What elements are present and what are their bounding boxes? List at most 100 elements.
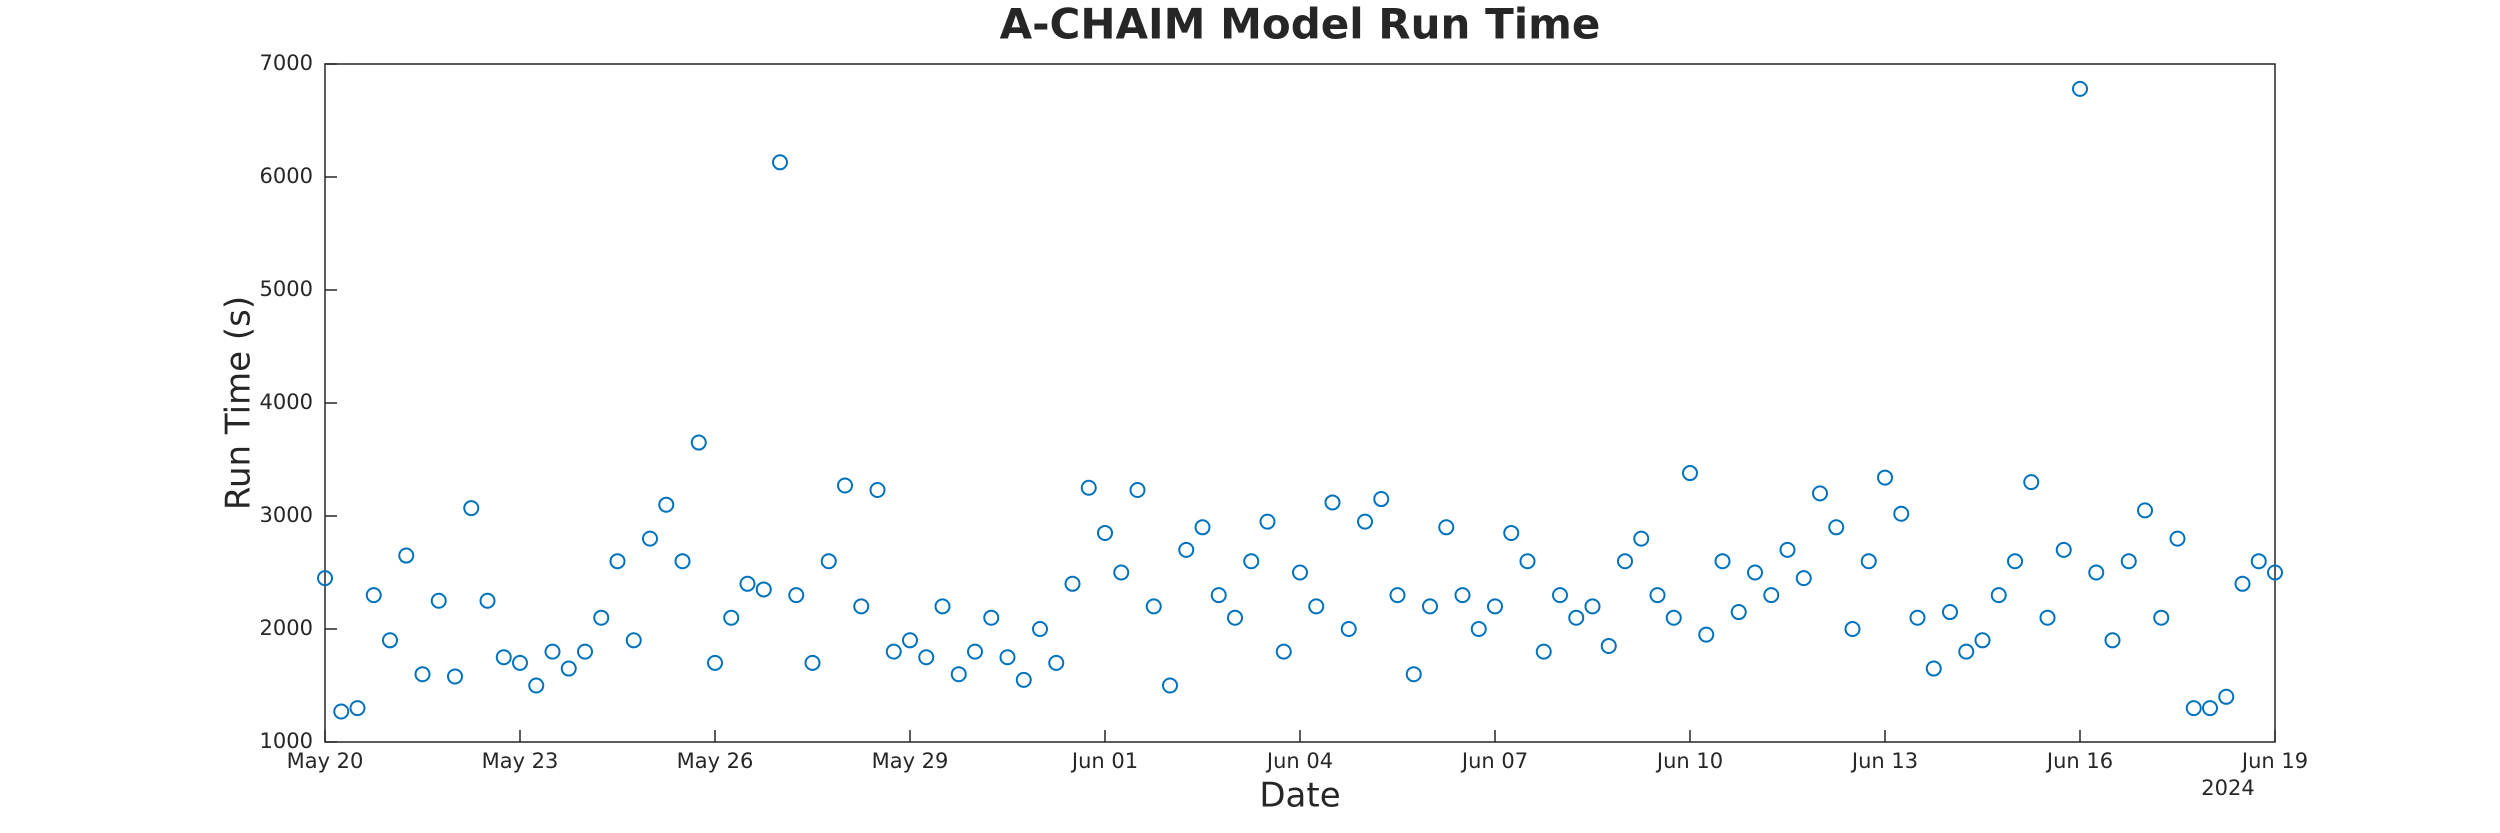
point [1600,637,1617,654]
point [1227,609,1243,626]
point [479,592,496,609]
point [398,547,415,564]
point [1438,519,1455,536]
point [1454,587,1471,604]
point [690,434,707,451]
y-axis-label: Run Time (s) [219,296,259,510]
point [1145,598,1162,615]
point [658,496,675,513]
y-tick-label: 1000 [260,729,313,753]
point [544,643,561,660]
point [463,500,480,517]
point [1340,621,1357,637]
point [1032,621,1048,637]
point [2169,530,2186,547]
point [1812,485,1828,502]
point [1747,564,1763,581]
point [1405,666,1422,683]
point [593,609,610,626]
point [560,660,577,677]
x-tick-label: Jun 04 [1265,749,1333,773]
y-tick-label: 3000 [260,503,313,527]
x-tick-label: Jun 19 [2240,749,2308,773]
point [1308,598,1325,615]
point [1048,654,1065,671]
point [918,649,935,666]
point [1243,553,1260,570]
point [2055,541,2072,558]
point [1909,609,1926,626]
point [1162,677,1178,694]
point [1487,598,1503,615]
point [1357,513,1373,530]
point [674,553,691,570]
x-tick-label: May 23 [482,749,559,773]
point [609,553,626,570]
point [1942,604,1958,621]
point [2218,688,2235,705]
point [349,700,366,717]
point [723,609,740,626]
point [512,654,528,671]
x-tick-label: Jun 16 [2045,749,2113,773]
point [1389,587,1406,604]
point [1617,553,1633,570]
point [1113,564,1130,581]
point [2250,553,2267,570]
point [1974,632,1991,649]
point [1568,609,1585,626]
point [2137,502,2153,519]
point [739,575,756,592]
point [1763,587,1780,604]
point [755,581,772,598]
point [1422,598,1438,615]
point [804,654,821,671]
point [1877,469,1893,486]
point [1958,643,1975,660]
point [1584,598,1601,615]
point [1779,541,1796,558]
point [1893,505,1910,522]
point [902,632,918,649]
point [642,530,658,547]
point [885,643,902,660]
point [2120,553,2137,570]
point [837,477,853,494]
point [1080,479,1097,496]
point [1795,570,1812,587]
point [869,482,886,499]
point [2267,564,2283,581]
point [772,154,788,171]
point [1064,575,1081,592]
plot-frame [324,63,2276,743]
y-tick-label: 6000 [260,164,313,188]
point [1730,604,1747,621]
point [1844,621,1861,637]
point [1633,530,1650,547]
point [1210,587,1227,604]
point [1097,524,1113,541]
point [707,654,723,671]
point [1178,541,1195,558]
point [2104,632,2121,649]
point [1292,564,1308,581]
y-tick-label: 5000 [260,277,313,301]
point [1860,553,1877,570]
point [382,632,398,649]
point [2072,80,2088,97]
point [967,643,983,660]
x-year-label: 2024 [2201,776,2254,800]
point [1373,491,1390,508]
point [1828,519,1845,536]
point [788,587,805,604]
point [1649,587,1666,604]
point [1925,660,1942,677]
point [1194,519,1211,536]
point [528,677,545,694]
x-tick-label: May 29 [872,749,949,773]
x-axis-label: Date [1259,776,1340,816]
point [2088,564,2105,581]
x-tick-label: May 26 [677,749,754,773]
point [1129,482,1146,499]
chart-title: A-CHAIM Model Run Time [1000,0,1601,49]
